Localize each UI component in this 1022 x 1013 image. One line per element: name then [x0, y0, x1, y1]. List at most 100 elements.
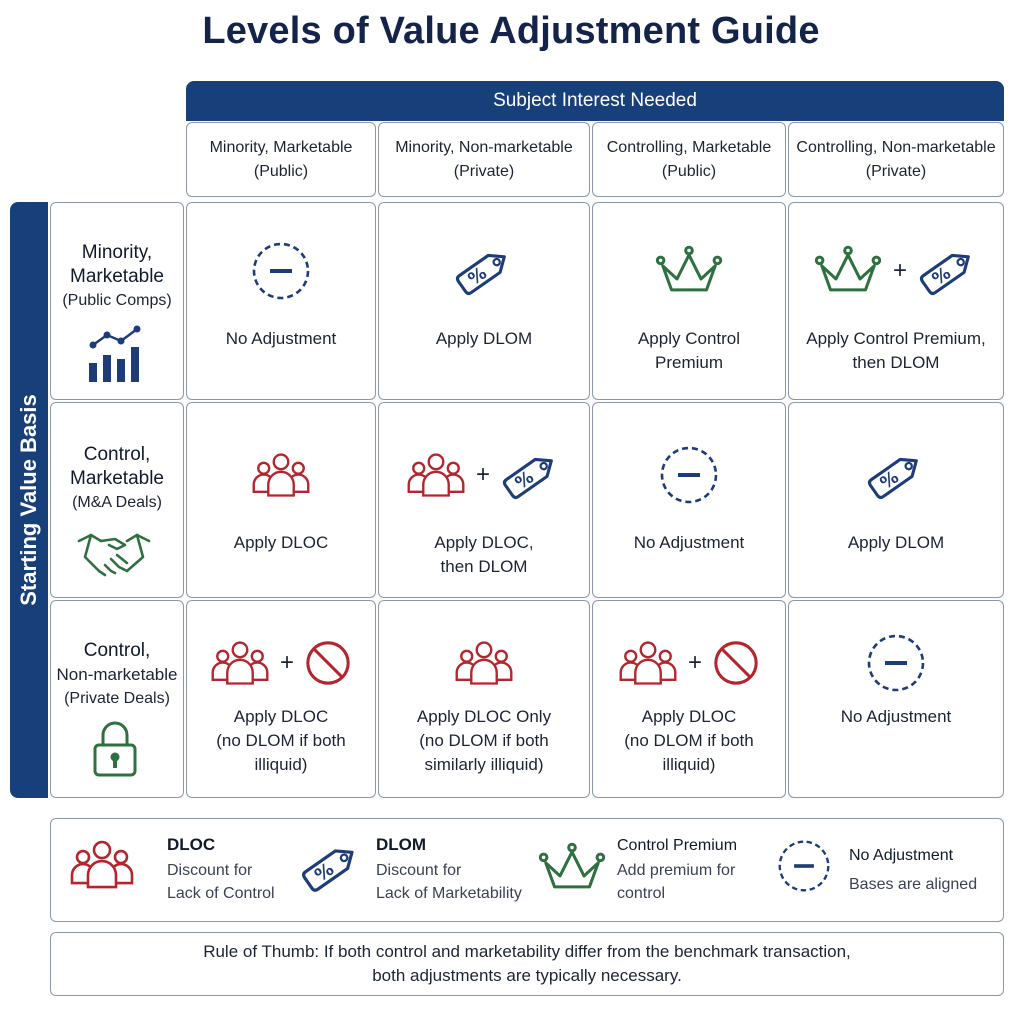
cell-text-line: similarly illiquid) — [424, 755, 544, 774]
plus-sign: + — [687, 649, 702, 676]
cell-text-line: Apply Control Premium, — [806, 329, 986, 348]
row-header-line3: (Private Deals) — [64, 690, 170, 707]
cell-text: Apply DLOC (no DLOM if both illiquid) — [191, 705, 371, 777]
cell-text: Apply Control Premium — [597, 327, 781, 375]
cell-icons: +% — [789, 239, 1003, 303]
column-header-line2: (Public) — [253, 162, 309, 180]
legend: DLOC Discount for Lack of Control % DLOM… — [50, 818, 1004, 922]
column-header-line2: (Private) — [865, 162, 927, 180]
cell-text-line: No Adjustment — [633, 533, 745, 552]
legend-title-no-adjustment: No Adjustment — [849, 847, 954, 864]
cell-icons — [187, 443, 375, 507]
cell-text: Apply DLOC Only (no DLOM if both similarly… — [383, 705, 585, 777]
cell-text-line: illiquid) — [662, 755, 716, 774]
matrix-cell-r1-c2: % Apply DLOM — [378, 202, 590, 400]
plus-sign: + — [475, 461, 490, 488]
row-header-minority-marketable: Minority, Marketable (Public Comps) — [50, 202, 184, 400]
handshake-icon — [77, 533, 151, 577]
cell-text-line: illiquid) — [254, 755, 308, 774]
cell-icons — [789, 631, 1003, 695]
cell-text: Apply Control Premium, then DLOM — [793, 327, 999, 375]
row-header-line3: (Public Comps) — [62, 292, 172, 309]
cell-text-line: Apply DLOM — [435, 329, 533, 348]
row-header-control-marketable: Control, Marketable (M&A Deals) — [50, 402, 184, 598]
cell-text-line: Apply DLOC Only — [416, 707, 552, 726]
cell-text-line: Apply DLOC — [641, 707, 737, 726]
cell-text: Apply DLOC (no DLOM if both illiquid) — [597, 705, 781, 777]
column-header-controlling-marketable: Controlling, Marketable (Public) — [592, 122, 786, 197]
bar-chart-icon — [89, 325, 141, 382]
dloc-legend-icon — [69, 837, 135, 896]
column-group-header: Subject Interest Needed — [186, 81, 1004, 121]
row-header-line2: Marketable — [70, 266, 164, 287]
no-adjustment-icon — [251, 241, 311, 301]
cell-text-line: Premium — [654, 353, 723, 372]
matrix-cell-r2-c2: +% Apply DLOC, then DLOM — [378, 402, 590, 598]
matrix-cell-r1-c4: +% Apply Control Premium, then DLOM — [788, 202, 1004, 400]
dlom-icon: % — [500, 444, 562, 506]
cell-text-line: Apply DLOC — [233, 707, 329, 726]
cell-text-line: Apply Control — [637, 329, 741, 348]
legend-desc-dlom-1: Discount for — [376, 862, 462, 879]
cell-text-line: (no DLOM if both — [419, 731, 549, 750]
matrix-cell-r2-c4: % Apply DLOM — [788, 402, 1004, 598]
row-header-control-nonmarketable: Control, Non-marketable (Private Deals) — [50, 600, 184, 798]
cell-icons: % — [789, 443, 1003, 507]
cell-text: No Adjustment — [793, 705, 999, 729]
row-header-line1: Control, — [83, 444, 151, 465]
dloc-icon — [454, 638, 514, 687]
matrix-cell-r3-c4: No Adjustment — [788, 600, 1004, 798]
row-group-label: Starting Value Basis — [16, 394, 41, 606]
cell-text: No Adjustment — [191, 327, 371, 351]
cell-text-line: (no DLOM if both — [624, 731, 754, 750]
legend-title-dlom: DLOM — [376, 835, 427, 854]
column-header-line1: Controlling, Non-marketable — [796, 138, 996, 156]
dlom-icon: % — [865, 444, 927, 506]
no-adjustment-icon — [659, 445, 719, 505]
cell-text-line: then DLOM — [440, 557, 528, 576]
rule-of-thumb: Rule of Thumb: If both control and marke… — [50, 932, 1004, 996]
control-premium-legend-icon — [537, 841, 607, 901]
lock-icon — [93, 721, 137, 777]
column-header-minority-nonmarketable: Minority, Non-marketable (Private) — [378, 122, 590, 197]
cell-text: No Adjustment — [597, 531, 781, 555]
cell-icons: + — [593, 631, 785, 695]
row-group-header — [10, 202, 48, 798]
dlom-legend-icon: % — [299, 835, 363, 904]
no-adjustment-legend-icon — [777, 839, 831, 898]
cell-text-line: Apply DLOC, — [434, 533, 534, 552]
rule-line-2: both adjustments are typically necessary… — [372, 966, 682, 985]
legend-desc-dlom-2: Lack of Marketability — [376, 885, 522, 902]
legend-desc-dloc-1: Discount for — [167, 862, 253, 879]
matrix-cell-r1-c1: No Adjustment — [186, 202, 376, 400]
legend-desc-no-adjustment: Bases are aligned — [849, 876, 978, 893]
prohibited-icon — [304, 639, 352, 687]
row-header-line3: (M&A Deals) — [72, 494, 162, 511]
cell-text-line: Apply DLOC — [233, 533, 329, 552]
cell-icons — [379, 631, 589, 695]
matrix-cell-r3-c2: Apply DLOC Only (no DLOM if both similarly… — [378, 600, 590, 798]
legend-desc-control-premium-1: Add premium for — [617, 862, 736, 879]
rule-line-1: Rule of Thumb: If both control and marke… — [203, 942, 851, 961]
page-title: Levels of Value Adjustment Guide — [202, 10, 820, 52]
cell-icons — [593, 443, 785, 507]
column-header-line1: Controlling, Marketable — [606, 138, 772, 156]
cell-text-line: Apply DLOM — [847, 533, 945, 552]
cell-text-line: then DLOM — [852, 353, 940, 372]
column-header-line1: Minority, Marketable — [209, 138, 353, 156]
column-header-line1: Minority, Non-marketable — [395, 138, 573, 156]
cell-icons — [187, 239, 375, 303]
dloc-icon — [251, 450, 311, 499]
prohibited-icon — [712, 639, 760, 687]
cell-icons: % — [379, 239, 589, 303]
plus-sign: + — [279, 649, 294, 676]
row-header-line2: Non-marketable — [56, 665, 178, 684]
cell-text: Apply DLOC, then DLOM — [383, 531, 585, 579]
row-header-line1: Minority, — [81, 242, 153, 263]
legend-title-dloc: DLOC — [167, 835, 216, 854]
cell-text-line: No Adjustment — [225, 329, 337, 348]
plus-sign: + — [892, 257, 907, 284]
cell-icons: + — [187, 631, 375, 695]
matrix-cell-r2-c1: Apply DLOC — [186, 402, 376, 598]
cell-icons — [593, 239, 785, 303]
